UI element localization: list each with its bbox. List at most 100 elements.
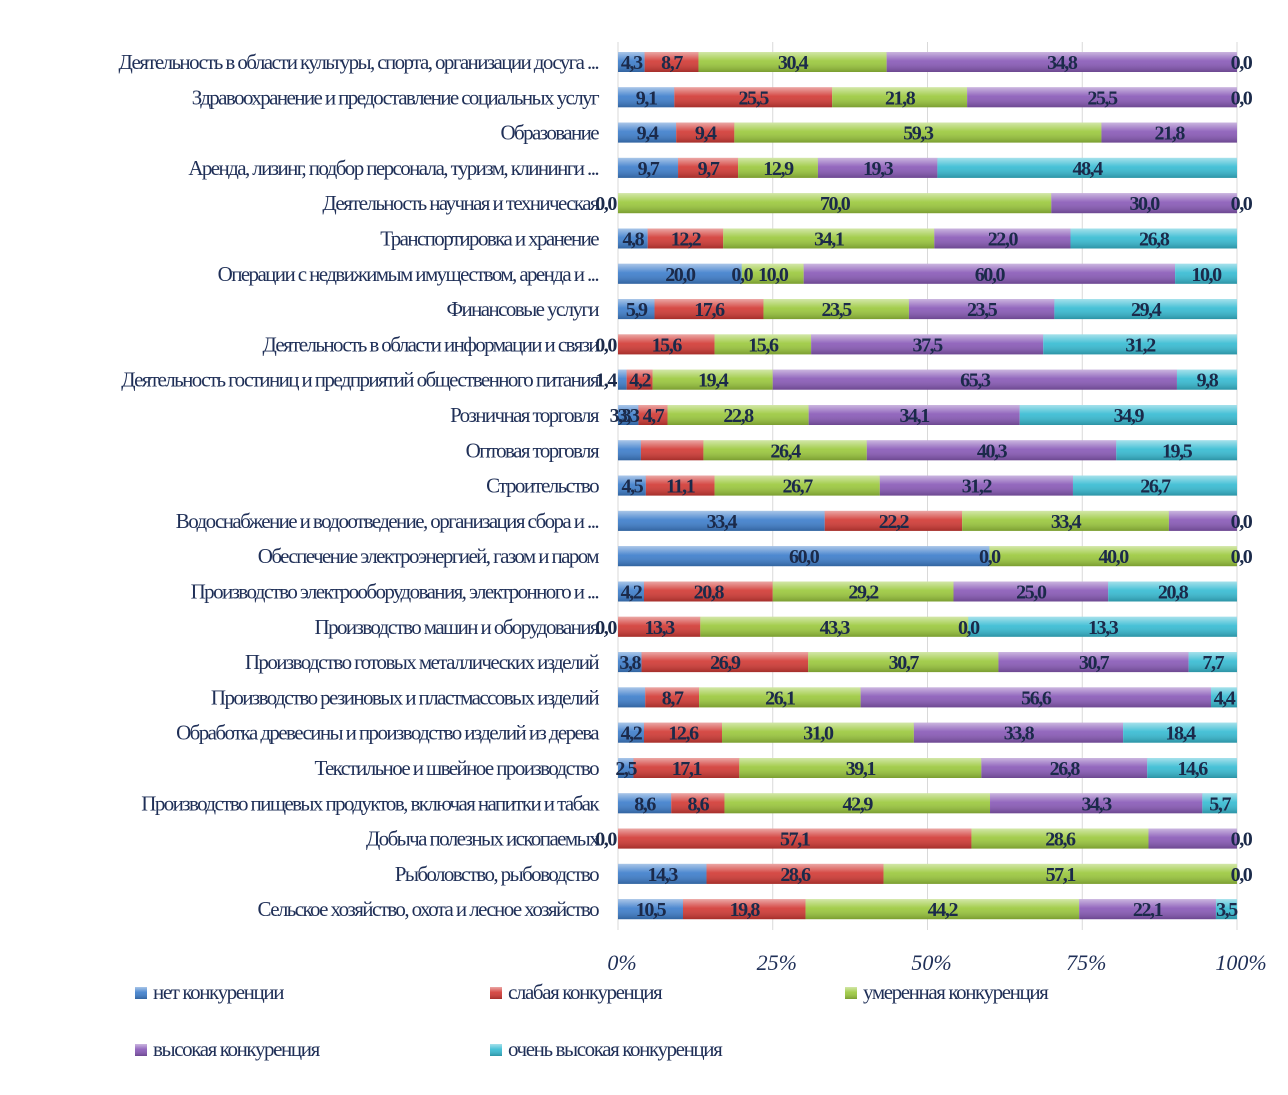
data-label: 22,2 (879, 511, 910, 533)
bar-shade (618, 652, 642, 673)
bar-shade (618, 510, 825, 531)
bar-shade (654, 299, 764, 320)
legend-swatch-shade (845, 987, 857, 999)
legend-label: высокая конкуренция (153, 1037, 321, 1061)
bar-shade (883, 863, 1237, 884)
legend: нет конкуренции слабая конкуренция умеренн… (135, 980, 1051, 1061)
data-label: 13,3 (1088, 617, 1119, 639)
bar-shade (1072, 475, 1237, 496)
bar-shade (652, 369, 773, 390)
data-label: 31,2 (1125, 334, 1156, 356)
data-label: 15,6 (652, 334, 683, 356)
bar-shade (714, 334, 812, 355)
data-label: 0,0 (958, 617, 980, 639)
bar-shade (714, 475, 880, 496)
data-label: 30,4 (778, 52, 809, 74)
legend-label: очень высокая конкуренция (508, 1037, 723, 1061)
bar-shade (618, 122, 677, 143)
bar-shade (723, 228, 935, 249)
category-label: Строительство (486, 474, 599, 498)
legend-label: слабая конкуренция (508, 980, 663, 1004)
bar-shade (698, 52, 887, 72)
bar-shade (618, 581, 644, 602)
data-label: 25,0 (1016, 582, 1047, 604)
bar-shade (618, 52, 645, 72)
data-label: 9,4 (695, 123, 717, 145)
bar-shade (626, 369, 653, 390)
data-label: 5,9 (626, 299, 648, 321)
x-tick-label: 0% (607, 950, 636, 975)
legend-label: нет конкуренции (153, 980, 284, 1004)
bar-shade (1043, 334, 1237, 355)
data-label: 4,2 (621, 723, 643, 745)
data-label: 20,8 (694, 582, 725, 604)
data-label: 40,0 (1098, 546, 1129, 568)
bar-shade (618, 87, 675, 108)
category-label: Деятельность гостиниц и предприятий обще… (121, 368, 600, 392)
data-label: 8,7 (661, 52, 683, 74)
data-label: 31,2 (962, 476, 993, 498)
bar-shade (1079, 899, 1216, 920)
bar-shade (618, 722, 644, 743)
bar-shade (967, 87, 1237, 108)
bar-shade (618, 405, 639, 425)
data-label: 17,6 (694, 299, 725, 321)
bar-shade (618, 687, 646, 708)
data-labels: 4,3 8,7 30,4 34,8 0,0 9,1 25,5 21,8 25,5 0,0 9,4 9,… (595, 52, 1254, 921)
bars (618, 52, 1237, 920)
bar-shade (741, 263, 804, 284)
data-label: 60,0 (975, 264, 1006, 286)
bar-shade (643, 722, 722, 743)
data-label: 12,6 (668, 723, 699, 745)
bar-shade (618, 475, 646, 496)
bar-shade (618, 793, 672, 814)
bar-shade (990, 793, 1203, 814)
data-label: 12,9 (763, 158, 794, 180)
bar-shade (667, 405, 809, 425)
x-tick-label: 100% (1215, 950, 1266, 975)
category-label: Розничная торговля (450, 403, 600, 427)
bar-shade (644, 52, 699, 72)
data-label: 14,6 (1177, 758, 1208, 780)
data-label: 19,5 (1162, 440, 1193, 462)
x-tick-label: 75% (1066, 950, 1106, 975)
data-label: 15,6 (748, 334, 779, 356)
bar-shade (772, 369, 1177, 390)
legend-swatch-shade (135, 987, 147, 999)
data-label: 33,8 (1004, 723, 1035, 745)
bar-shade (641, 652, 809, 673)
data-label: 26,1 (765, 687, 795, 709)
data-label: 4,7 (643, 405, 665, 427)
data-label: 56,6 (1021, 687, 1052, 709)
bar-shade (618, 193, 1052, 214)
data-label: 9,7 (698, 158, 720, 180)
data-label: 43,3 (820, 617, 851, 639)
data-label: 26,7 (1140, 476, 1171, 498)
data-label: 23,5 (967, 299, 998, 321)
category-label: Сельское хозяйство, охота и лесное хозяй… (258, 897, 600, 921)
data-label: 8,6 (634, 793, 656, 815)
category-label: Производство готовых металлических издел… (245, 650, 600, 674)
bar-shade (1051, 193, 1237, 214)
data-label: 34,8 (1047, 52, 1078, 74)
bar-shade (671, 793, 725, 814)
data-label: 26,8 (1050, 758, 1081, 780)
category-label: Обработка древесины и производство издел… (176, 721, 600, 745)
bar-shade (633, 758, 740, 778)
data-label: 4,2 (621, 582, 643, 604)
data-label: 3,3 (610, 405, 632, 427)
bar-shade (1070, 228, 1237, 249)
bar-shade (618, 616, 701, 637)
legend-swatch-shade (135, 1044, 147, 1056)
legend-swatch-shade (490, 1044, 502, 1056)
bar-shade (734, 122, 1102, 143)
bar-shade (645, 475, 715, 496)
bar-shade (1116, 440, 1237, 461)
bar-shade (618, 863, 707, 884)
bar-shade (1054, 299, 1237, 320)
data-label: 29,4 (1131, 299, 1162, 321)
bar-shade (645, 687, 700, 708)
data-label: 22,1 (1133, 899, 1163, 921)
data-label: 25,5 (739, 87, 770, 109)
